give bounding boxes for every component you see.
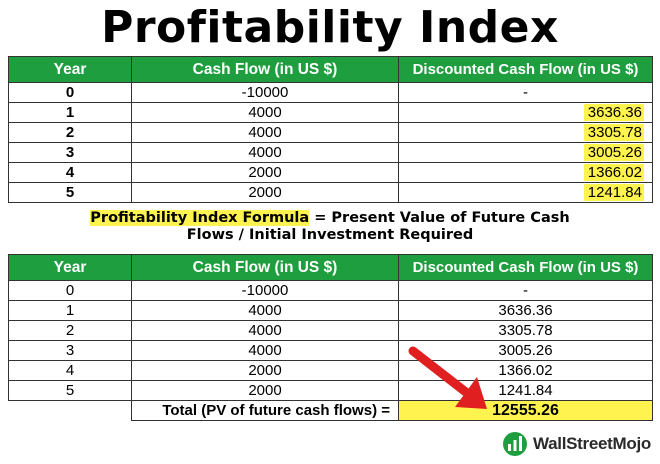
formula-line-1-rest: Present Value of Future Cash bbox=[331, 210, 570, 226]
cash-flow-cell: 4000 bbox=[131, 142, 399, 163]
header-discounted-cash-flow: Discounted Cash Flow (in US $) bbox=[398, 254, 653, 281]
header-cash-flow: Cash Flow (in US $) bbox=[131, 254, 399, 281]
formula-line-2: Flows / Initial Investment Required bbox=[186, 227, 474, 243]
discounted-cell: 3305.78 bbox=[398, 320, 653, 341]
wallstreetmojo-logo: WallStreetMojo bbox=[502, 430, 651, 458]
year-cell: 5 bbox=[8, 182, 132, 203]
cash-flow-cell: 4000 bbox=[131, 122, 399, 143]
cash-flow-cell: 2000 bbox=[131, 182, 399, 203]
header-year: Year bbox=[8, 254, 132, 281]
discounted-cash-flow-table-highlighted: Year Cash Flow (in US $) Discounted Cash… bbox=[8, 56, 653, 203]
table-row: 5 2000 1241.84 bbox=[8, 380, 653, 401]
cash-flow-cell: -10000 bbox=[131, 280, 399, 301]
discounted-cell: 3005.26 bbox=[398, 142, 653, 163]
year-cell: 0 bbox=[8, 82, 132, 103]
table-row: 0 -10000 - bbox=[8, 280, 653, 301]
year-cell: 3 bbox=[8, 142, 132, 163]
header-discounted-cash-flow: Discounted Cash Flow (in US $) bbox=[398, 56, 653, 83]
cash-flow-cell: 2000 bbox=[131, 380, 399, 401]
discounted-cell: 3636.36 bbox=[398, 102, 653, 123]
year-cell: 3 bbox=[8, 340, 132, 361]
table-row: 5 2000 1241.84 bbox=[8, 182, 653, 203]
cash-flow-cell: 4000 bbox=[131, 300, 399, 321]
year-cell: 1 bbox=[8, 102, 132, 123]
year-cell: 4 bbox=[8, 162, 132, 183]
cash-flow-cell: 4000 bbox=[131, 340, 399, 361]
formula-text: Profitability Index Formula = Present Va… bbox=[0, 210, 660, 244]
discounted-cell: - bbox=[398, 82, 653, 103]
table-row: 0 -10000 - bbox=[8, 82, 653, 103]
year-cell: 2 bbox=[8, 320, 132, 341]
highlighted-value: 3636.36 bbox=[583, 103, 644, 121]
wallstreetmojo-logo-icon bbox=[503, 432, 527, 456]
cash-flow-cell: 4000 bbox=[131, 102, 399, 123]
red-arrow-icon bbox=[408, 346, 487, 409]
year-cell: 5 bbox=[8, 380, 132, 401]
discounted-cell: 1366.02 bbox=[398, 162, 653, 183]
table-header-row: Year Cash Flow (in US $) Discounted Cash… bbox=[8, 56, 653, 83]
discounted-cell: 1241.84 bbox=[398, 182, 653, 203]
page-title: Profitability Index bbox=[101, 2, 559, 53]
year-cell: 1 bbox=[8, 300, 132, 321]
formula-label: Profitability Index Formula bbox=[90, 210, 310, 226]
table-row: 3 4000 3005.26 bbox=[8, 340, 653, 361]
total-label: Total (PV of future cash flows) = bbox=[131, 400, 399, 421]
discounted-cell: - bbox=[398, 280, 653, 301]
discounted-cell: 3305.78 bbox=[398, 122, 653, 143]
brand-name: WallStreetMojo bbox=[533, 434, 651, 453]
header-cash-flow: Cash Flow (in US $) bbox=[131, 56, 399, 83]
total-row: Total (PV of future cash flows) = 12555.… bbox=[9, 400, 653, 421]
table-row: 2 4000 3305.78 bbox=[8, 122, 653, 143]
year-cell: 0 bbox=[8, 280, 132, 301]
table-row: 3 4000 3005.26 bbox=[8, 142, 653, 163]
table-row: 4 2000 1366.02 bbox=[8, 162, 653, 183]
highlighted-value: 1241.84 bbox=[583, 183, 644, 201]
table-header-row: Year Cash Flow (in US $) Discounted Cash… bbox=[8, 254, 653, 281]
table-row: 4 2000 1366.02 bbox=[8, 360, 653, 381]
total-pv-table: Year Cash Flow (in US $) Discounted Cash… bbox=[8, 254, 653, 421]
table-row: 1 4000 3636.36 bbox=[8, 102, 653, 123]
cash-flow-cell: 2000 bbox=[131, 162, 399, 183]
year-cell: 4 bbox=[8, 360, 132, 381]
table-row: 2 4000 3305.78 bbox=[8, 320, 653, 341]
year-cell: 2 bbox=[8, 122, 132, 143]
formula-equals: = bbox=[309, 210, 332, 226]
formula-line-1: Profitability Index Formula = Present Va… bbox=[0, 210, 660, 227]
highlighted-value: 3305.78 bbox=[583, 123, 644, 141]
header-year: Year bbox=[8, 56, 132, 83]
blank-cell bbox=[9, 401, 132, 421]
highlighted-value: 1366.02 bbox=[583, 163, 644, 181]
cash-flow-cell: 4000 bbox=[131, 320, 399, 341]
discounted-cell: 3636.36 bbox=[398, 300, 653, 321]
cash-flow-cell: -10000 bbox=[131, 82, 399, 103]
table-row: 1 4000 3636.36 bbox=[8, 300, 653, 321]
highlighted-value: 3005.26 bbox=[583, 143, 644, 161]
cash-flow-cell: 2000 bbox=[131, 360, 399, 381]
